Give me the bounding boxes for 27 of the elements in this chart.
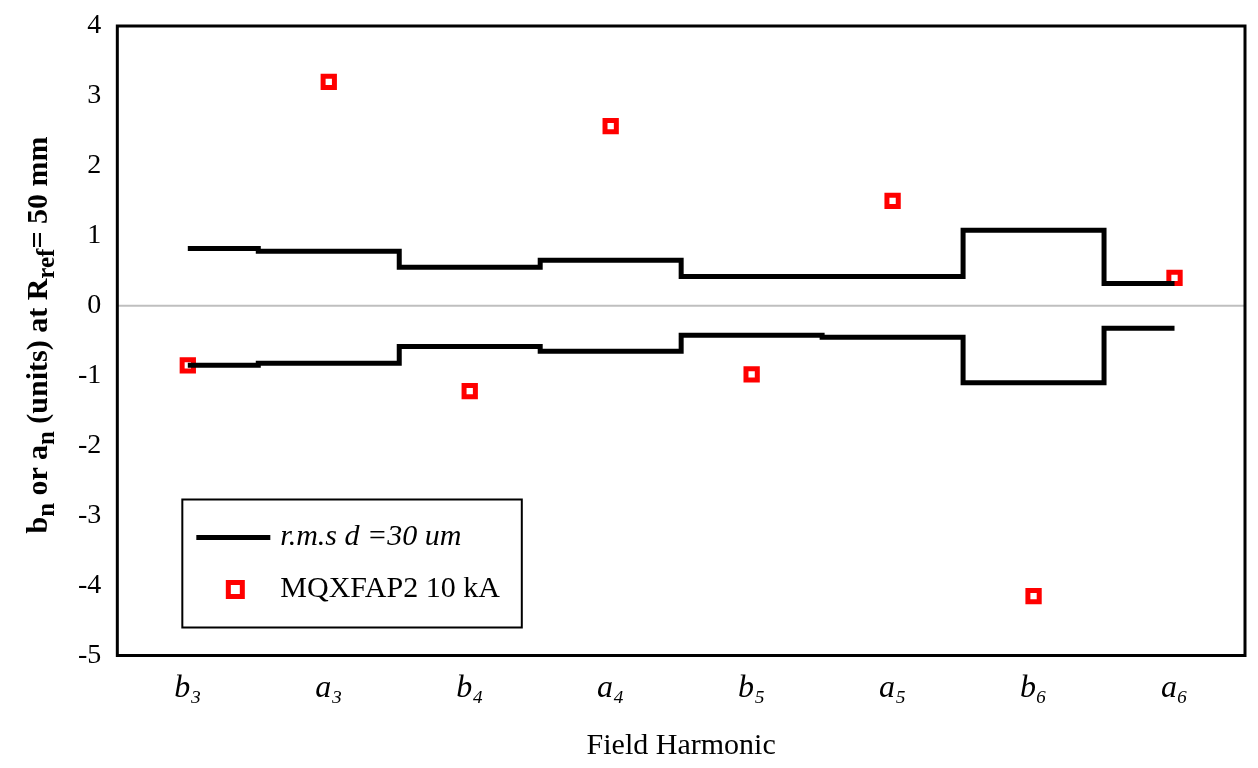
point bbox=[461, 383, 478, 400]
y-tick-label: 3 bbox=[87, 78, 102, 110]
x-tick-label: b₆ bbox=[1020, 668, 1048, 705]
y-tick-label: 2 bbox=[87, 148, 102, 180]
y-tick-label: -4 bbox=[78, 568, 102, 599]
point bbox=[884, 192, 901, 210]
y-tick-label: -1 bbox=[78, 358, 102, 390]
y-tick-label: 4 bbox=[87, 8, 102, 40]
x-tick-label: b₃ bbox=[174, 668, 202, 705]
x-tick-label: b₅ bbox=[738, 668, 766, 705]
y-tick-label: -3 bbox=[78, 498, 102, 530]
x-tick-label: a₄ bbox=[597, 668, 625, 705]
x-tick-label: b₄ bbox=[456, 668, 484, 705]
y-tick-label: -5 bbox=[78, 637, 102, 669]
legend-label: MQXFAP2 10 kA bbox=[280, 570, 501, 604]
x-tick-label: a₃ bbox=[315, 668, 343, 705]
y-tick-label: 0 bbox=[87, 288, 102, 320]
y-tick-label: -2 bbox=[78, 428, 102, 460]
point bbox=[320, 73, 337, 91]
point bbox=[602, 117, 619, 135]
point bbox=[743, 366, 760, 383]
x-tick-label: a₅ bbox=[879, 668, 907, 705]
legend-label: r.m.s d =30 um bbox=[280, 518, 462, 552]
point bbox=[1025, 587, 1042, 605]
x-axis-title: Field Harmonic bbox=[586, 726, 776, 760]
y-tick-label: 1 bbox=[87, 218, 102, 250]
x-tick-label: a₆ bbox=[1160, 668, 1189, 705]
